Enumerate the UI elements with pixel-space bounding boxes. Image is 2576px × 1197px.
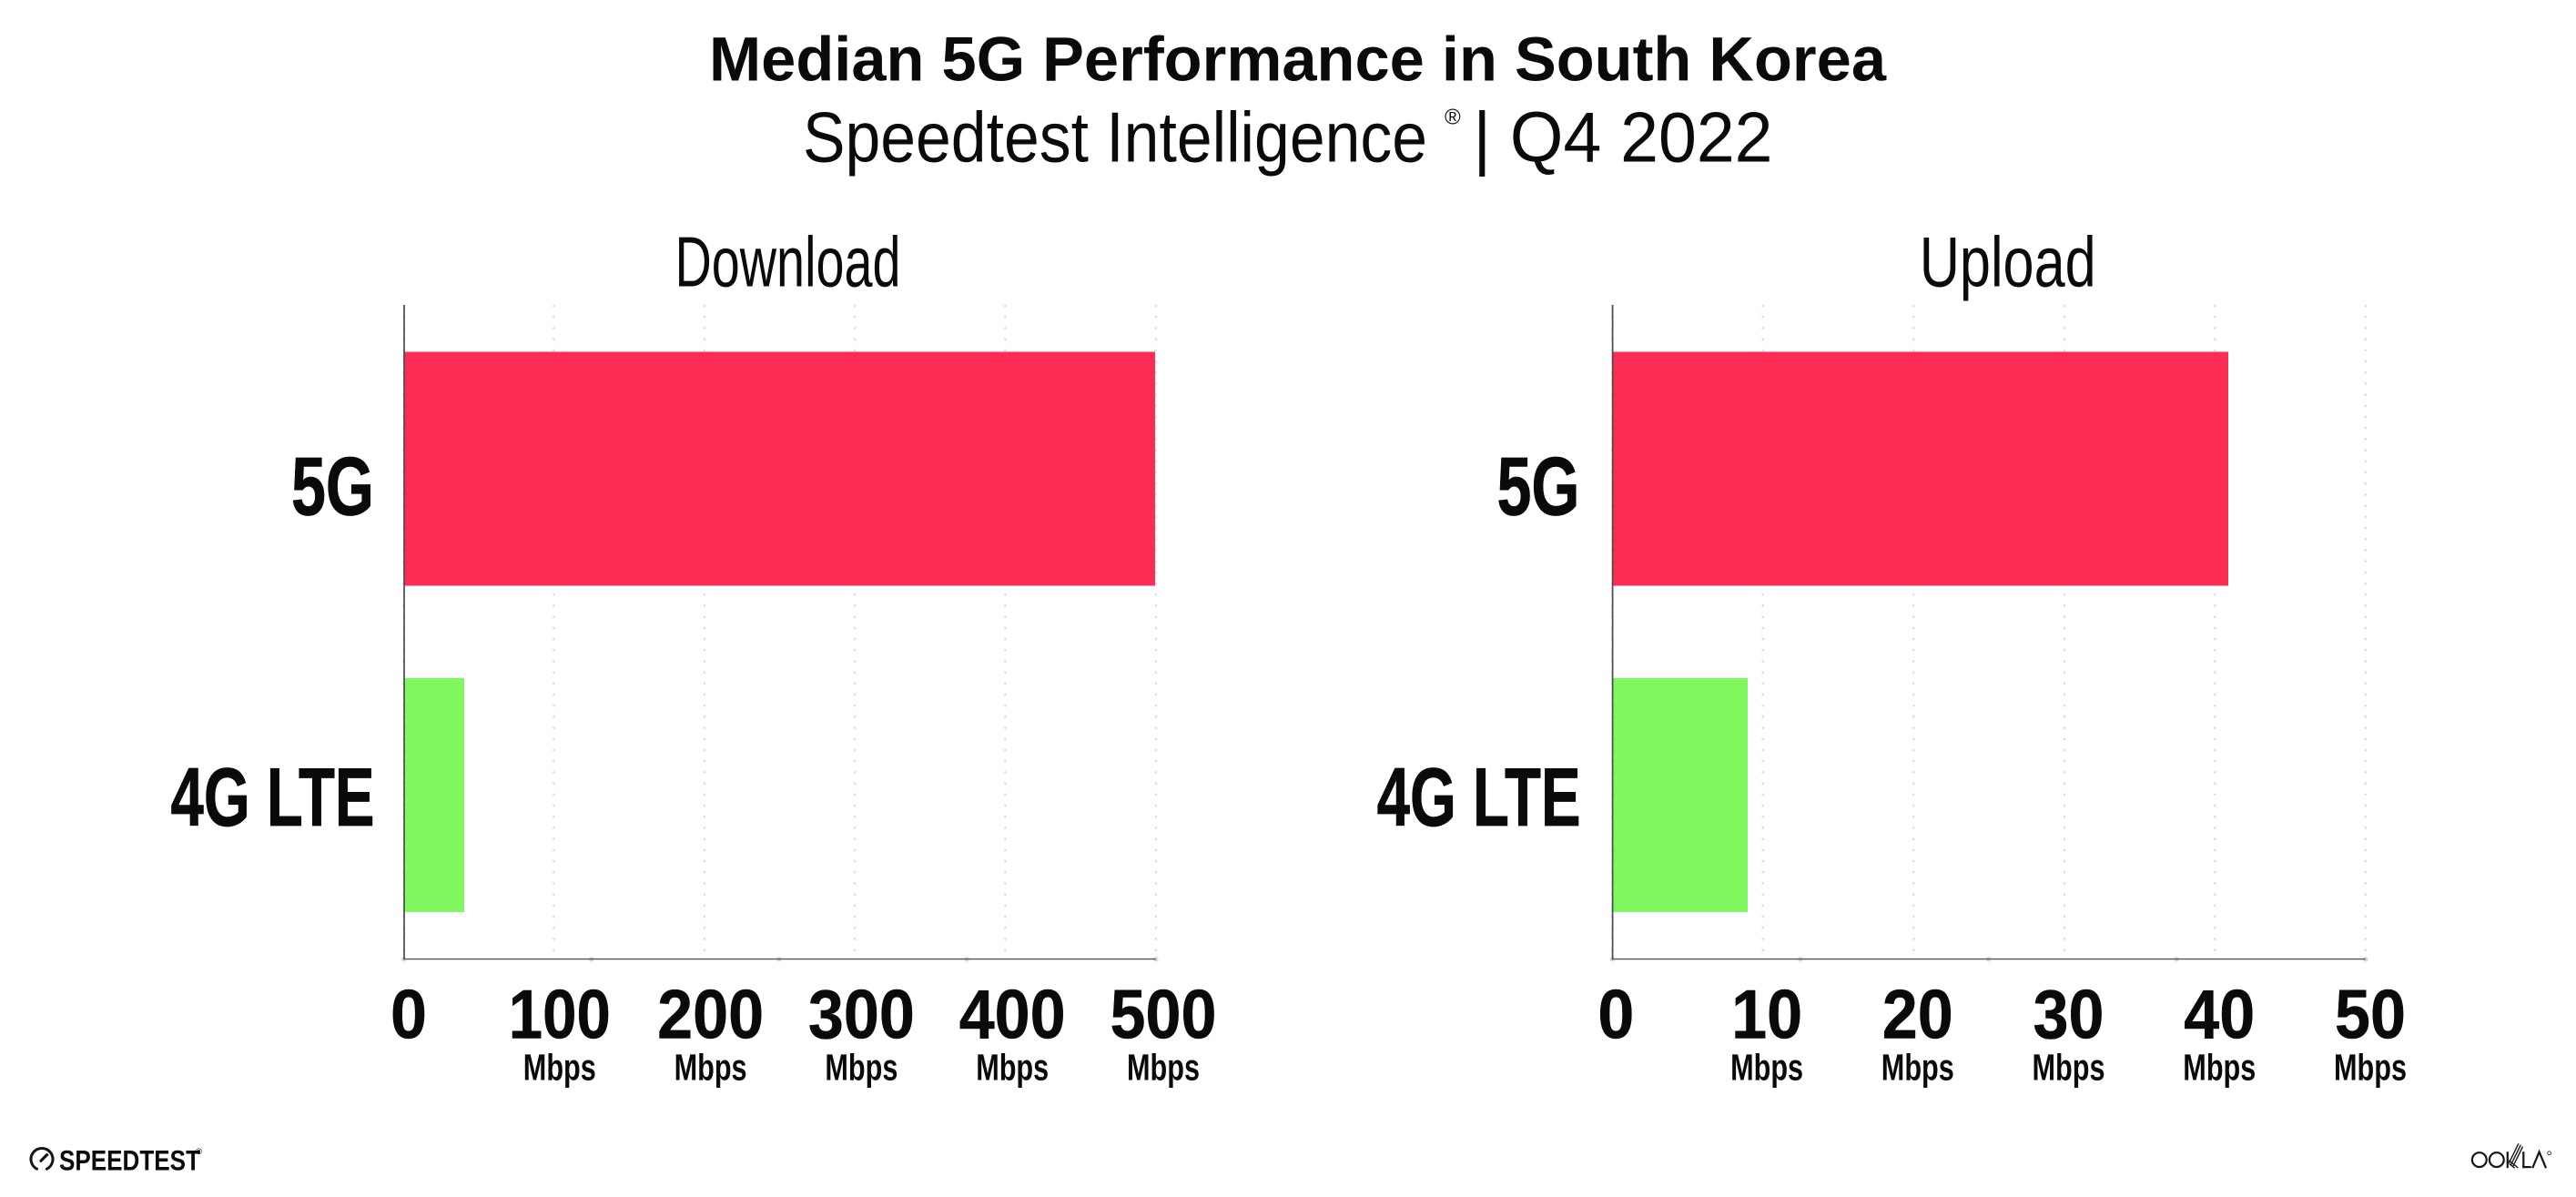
svg-text:Mbps: Mbps	[2033, 1047, 2105, 1089]
svg-text:Mbps: Mbps	[2183, 1047, 2256, 1089]
svg-text:10: 10	[1731, 976, 1802, 1053]
svg-text:Upload: Upload	[1920, 224, 2096, 302]
svg-text:Mbps: Mbps	[523, 1047, 596, 1089]
svg-text:200: 200	[657, 976, 764, 1053]
svg-text:5G: 5G	[1497, 441, 1580, 533]
svg-text:Download: Download	[675, 224, 901, 302]
svg-text:50: 50	[2335, 976, 2406, 1053]
svg-text:Mbps: Mbps	[1881, 1047, 1954, 1089]
svg-text:Mbps: Mbps	[674, 1047, 747, 1089]
svg-text:400: 400	[959, 976, 1066, 1053]
svg-text:Mbps: Mbps	[1730, 1047, 1803, 1089]
svg-text:0: 0	[1597, 976, 1634, 1053]
svg-text:30: 30	[2033, 976, 2104, 1053]
svg-text:Mbps: Mbps	[976, 1047, 1049, 1089]
svg-text:500: 500	[1111, 976, 1217, 1053]
svg-text:4G LTE: 4G LTE	[171, 751, 375, 844]
svg-text:Mbps: Mbps	[825, 1047, 898, 1089]
svg-text:4G LTE: 4G LTE	[1377, 751, 1581, 844]
svg-text:Speedtest Intelligence: Speedtest Intelligence	[803, 99, 1427, 178]
svg-text:100: 100	[509, 976, 611, 1053]
svg-text:®: ®	[1445, 106, 1461, 130]
svg-text:40: 40	[2184, 976, 2255, 1053]
svg-text:0: 0	[390, 976, 427, 1053]
svg-text:| Q4 2022: | Q4 2022	[1474, 99, 1773, 178]
svg-text:5G: 5G	[291, 441, 374, 533]
svg-text:®: ®	[196, 1147, 202, 1157]
svg-text:SPEEDTEST: SPEEDTEST	[59, 1144, 200, 1177]
svg-text:Mbps: Mbps	[1127, 1047, 1200, 1089]
svg-text:300: 300	[808, 976, 915, 1053]
svg-text:Median 5G Performance in South: Median 5G Performance in South Korea	[709, 25, 1887, 95]
svg-text:20: 20	[1882, 976, 1953, 1053]
svg-text:Mbps: Mbps	[2334, 1047, 2407, 1089]
